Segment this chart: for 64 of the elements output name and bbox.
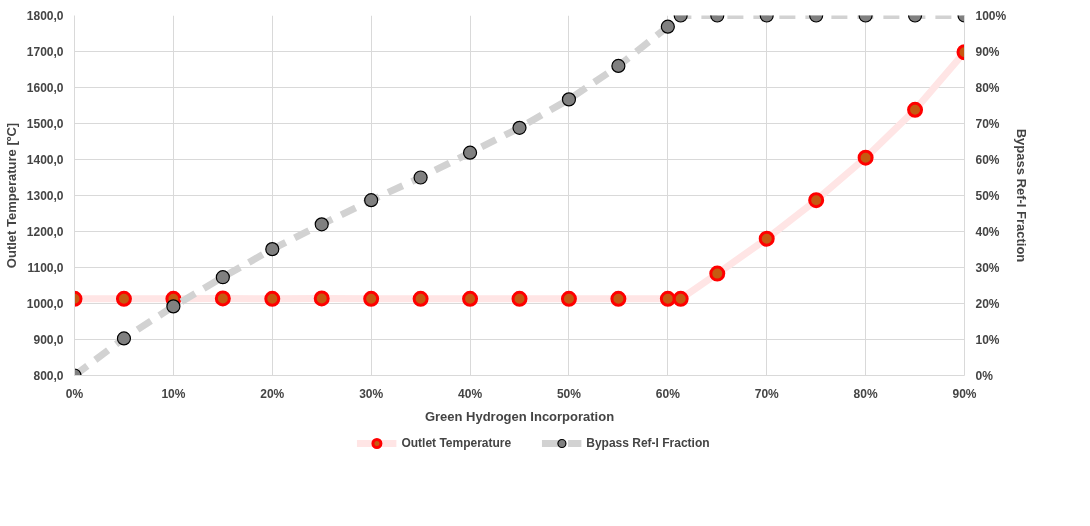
y-tick-label: 1600,0: [26, 81, 64, 95]
point: [462, 290, 479, 307]
y2-axis-title: Bypass Ref-I Fraction: [1014, 128, 1030, 263]
y2-tick-label: 50%: [975, 188, 1000, 203]
point: [512, 120, 527, 135]
x-tick-label: 60%: [655, 386, 681, 401]
y2-tick-label: 40%: [975, 224, 1000, 239]
point: [314, 217, 329, 232]
y-tick-label: 1000,0: [26, 297, 64, 311]
x-tick-label: 50%: [556, 386, 582, 401]
y-tick-label: 1200,0: [26, 225, 64, 239]
y-tick-label: 1800,0: [26, 9, 64, 23]
point: [364, 193, 379, 208]
x-tick-label: 10%: [161, 386, 186, 401]
point: [412, 290, 429, 307]
point: [116, 331, 132, 346]
point: [808, 192, 825, 209]
legend-label: Outlet Temperature: [401, 436, 512, 450]
y-tick-label: 1400,0: [26, 153, 64, 167]
x-tick-label: 90%: [952, 386, 977, 401]
point: [560, 290, 577, 307]
point: [907, 101, 924, 118]
legend-label: Bypass Ref-I Fraction: [586, 436, 710, 450]
point: [561, 92, 577, 107]
point: [215, 270, 230, 285]
y2-tick-label: 80%: [975, 80, 1000, 95]
y2-tick-label: 0%: [975, 368, 994, 383]
y-tick-label: 1500,0: [26, 117, 64, 131]
y-tick-label: 1100,0: [27, 261, 64, 275]
point: [462, 145, 478, 160]
x-axis-title: Green Hydrogen Incorporation: [424, 408, 615, 424]
x-tick-label: 80%: [853, 386, 878, 401]
y2-tick-label: 30%: [975, 260, 1000, 275]
y2-tick-label: 70%: [975, 116, 1000, 131]
y-tick-label: 900,0: [33, 333, 64, 347]
point: [313, 290, 330, 307]
point: [709, 265, 726, 282]
x-tick-label: 0%: [65, 386, 84, 401]
point: [265, 242, 280, 257]
point: [672, 290, 689, 307]
y2-tick-label: 90%: [975, 44, 1000, 59]
x-tick-label: 70%: [754, 386, 780, 401]
x-tick-label: 20%: [260, 386, 285, 401]
y-tick-label: 800,0: [33, 369, 64, 383]
y-tick-label: 1700,0: [26, 45, 64, 59]
point: [659, 290, 676, 307]
point: [857, 149, 874, 166]
y-axis-title: Outlet Temperature [ºC]: [3, 122, 19, 269]
point: [166, 299, 181, 314]
point: [758, 230, 775, 247]
x-tick-label: 30%: [359, 386, 384, 401]
y2-tick-label: 100%: [975, 8, 1007, 23]
point: [413, 170, 428, 185]
point: [363, 290, 380, 307]
point: [610, 290, 627, 307]
point: [264, 290, 281, 307]
y2-tick-label: 20%: [975, 296, 1000, 311]
point: [115, 290, 132, 307]
y2-tick-label: 10%: [975, 332, 1000, 347]
point: [214, 290, 231, 307]
point: [511, 290, 528, 307]
x-tick-label: 40%: [458, 386, 483, 401]
y2-tick-label: 60%: [975, 152, 1000, 167]
y-tick-label: 1300,0: [26, 189, 64, 203]
